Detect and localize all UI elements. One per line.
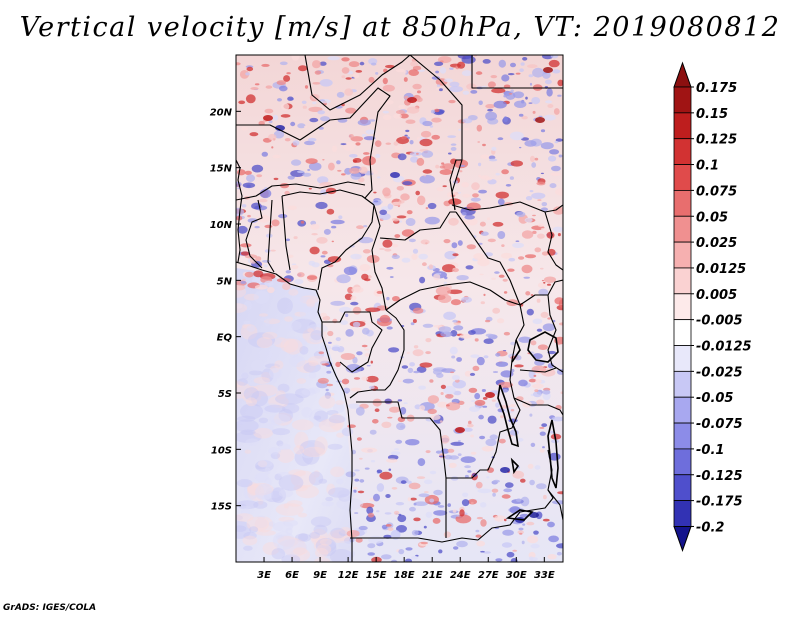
border-nigeria-cameroon — [317, 204, 375, 291]
lon-tick-label: 6E — [285, 570, 299, 581]
colorbar-swatch — [673, 215, 692, 243]
border-cameroon-chad — [371, 204, 387, 311]
colorbar-swatch — [673, 112, 692, 140]
lat-tick-label: 15S — [211, 502, 232, 513]
lon-tick-label: 33E — [534, 570, 555, 581]
colorbar-label: 0.005 — [696, 288, 737, 303]
map-axes: 3E 6E 9E 12E 15E 18E 21E 24E 27E 30E 33E 20N 15N 10N 5… — [210, 107, 555, 581]
border-nigeria-benin — [281, 195, 291, 271]
colorbar-label: -0.075 — [696, 417, 743, 432]
great-lakes — [497, 331, 559, 521]
colorbar-label: -0.1 — [696, 443, 724, 458]
lat-tick-label: 20N — [210, 107, 233, 118]
colorbar-swatch — [673, 86, 692, 114]
lake-tanganyika — [497, 384, 519, 448]
border-kenya-uganda — [547, 294, 563, 373]
border-chad-sudan — [449, 159, 462, 211]
border-car-south — [385, 281, 521, 311]
colorbar-label: -0.175 — [696, 495, 743, 510]
border-chad-car — [379, 211, 456, 241]
colorbar-swatch — [673, 345, 692, 372]
lon-tick-label: 12E — [338, 570, 359, 581]
colorbar-label: 0.15 — [696, 107, 728, 122]
colorbar-label: 0.025 — [696, 236, 737, 251]
lat-tick-label: 5S — [218, 389, 232, 400]
software-credit: GrADS: IGES/COLA — [3, 603, 97, 613]
lon-tick-label: 30E — [506, 570, 527, 581]
coastline-west-africa — [236, 261, 353, 562]
colorbar-swatch — [673, 370, 692, 398]
velocity-field — [236, 55, 563, 562]
lon-tick-label: 3E — [257, 570, 271, 581]
border-nigeria-niger — [281, 189, 375, 206]
colorbar-swatch — [673, 500, 692, 527]
chart-title: Vertical velocity [m/s] at 850hPa, VT: 2… — [19, 12, 781, 43]
colorbar-bottom-arrow — [673, 525, 692, 552]
colorbar-label: -0.005 — [696, 314, 743, 329]
colorbar-label: -0.2 — [696, 520, 724, 535]
colorbar-label: -0.0125 — [696, 340, 752, 355]
lat-tick-label: 10S — [211, 445, 232, 456]
colorbar-label: -0.125 — [696, 469, 743, 484]
lon-tick-label: 18E — [394, 570, 415, 581]
border-drc-angola — [356, 401, 447, 479]
border-sudan-south-sudan — [451, 201, 563, 213]
border-mali-niger — [236, 181, 366, 201]
border-drc-uganda — [509, 304, 525, 399]
map-frame — [235, 54, 564, 563]
colorbar-swatch — [673, 267, 692, 295]
border-uganda-tanzania — [519, 367, 557, 373]
lon-tick-label: 9E — [313, 570, 327, 581]
lake-kariba — [505, 509, 534, 521]
border-car-sudan — [455, 211, 521, 306]
colorbar-label: 0.075 — [696, 184, 737, 199]
colorbar-label: 0.1 — [696, 159, 719, 174]
lon-tick-label: 15E — [366, 570, 387, 581]
colorbar-swatch — [673, 293, 692, 321]
border-angola-namibia — [350, 537, 479, 543]
border-niger-north — [236, 87, 391, 199]
lat-tick-label: EQ — [217, 333, 233, 344]
colorbar-swatch — [673, 396, 692, 424]
lon-tick-label: 24E — [450, 570, 471, 581]
colorbar-swatch — [673, 448, 692, 476]
border-benin-togo — [267, 199, 275, 273]
border-burkina-ghana — [245, 199, 263, 269]
coastline-northwest — [236, 159, 243, 263]
colorbar-label: 0.0125 — [696, 262, 746, 277]
lat-tick-label: 15N — [210, 164, 233, 175]
colorbar-swatch — [673, 422, 692, 450]
lon-tick-label: 27E — [478, 570, 499, 581]
colorbar-top-arrow — [673, 61, 692, 88]
lat-tick-label: 5N — [217, 276, 233, 287]
colorbar-label: -0.025 — [696, 365, 743, 380]
border-egypt-sudan — [471, 55, 563, 89]
lake-albert — [511, 339, 521, 363]
colorbar-label: -0.05 — [696, 391, 733, 406]
lat-tick-label: 10N — [210, 220, 233, 231]
colorbar-swatch — [673, 164, 692, 191]
lake-malawi — [547, 419, 559, 489]
colorbar-swatch — [673, 241, 692, 269]
colorbar-label: 0.125 — [696, 133, 737, 148]
border-congo-drc — [349, 309, 405, 399]
border-algeria-libya — [304, 55, 411, 111]
border-gabon-congo — [322, 311, 383, 373]
colorbar-swatch — [673, 474, 692, 502]
border-tanzania — [513, 397, 563, 416]
lon-tick-label: 21E — [422, 570, 443, 581]
colorbar-swatch — [673, 189, 692, 217]
colorbar-label: 0.05 — [696, 210, 728, 225]
lake-mweru — [510, 457, 520, 475]
border-ethiopia — [544, 211, 563, 271]
colorbar-swatch — [673, 319, 692, 346]
colorbar: 0.175 0.15 0.125 0.1 0.075 0.05 0.025 0.0125 0.0… — [673, 61, 752, 552]
colorbar-swatch — [673, 138, 692, 165]
border-drc-zambia — [446, 397, 521, 479]
border-zambia-zimbabwe — [477, 489, 554, 541]
colorbar-label: 0.175 — [696, 81, 737, 96]
lake-victoria — [527, 331, 559, 363]
country-borders — [236, 55, 563, 562]
